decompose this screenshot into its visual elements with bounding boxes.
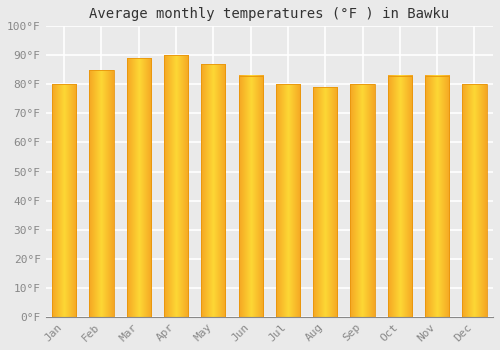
Bar (164, 55, 188, 317)
Bar (90, 70, 114, 317)
Bar (52, 84, 76, 317)
Bar (238, 76, 263, 317)
Bar (276, 84, 300, 317)
Bar (425, 76, 449, 317)
Bar (126, 58, 151, 317)
Bar (313, 87, 338, 317)
Bar (350, 84, 374, 317)
Bar (462, 84, 486, 317)
Title: Average monthly temperatures (°F ) in Bawku: Average monthly temperatures (°F ) in Ba… (89, 7, 450, 21)
Bar (388, 76, 412, 317)
Bar (201, 64, 226, 317)
